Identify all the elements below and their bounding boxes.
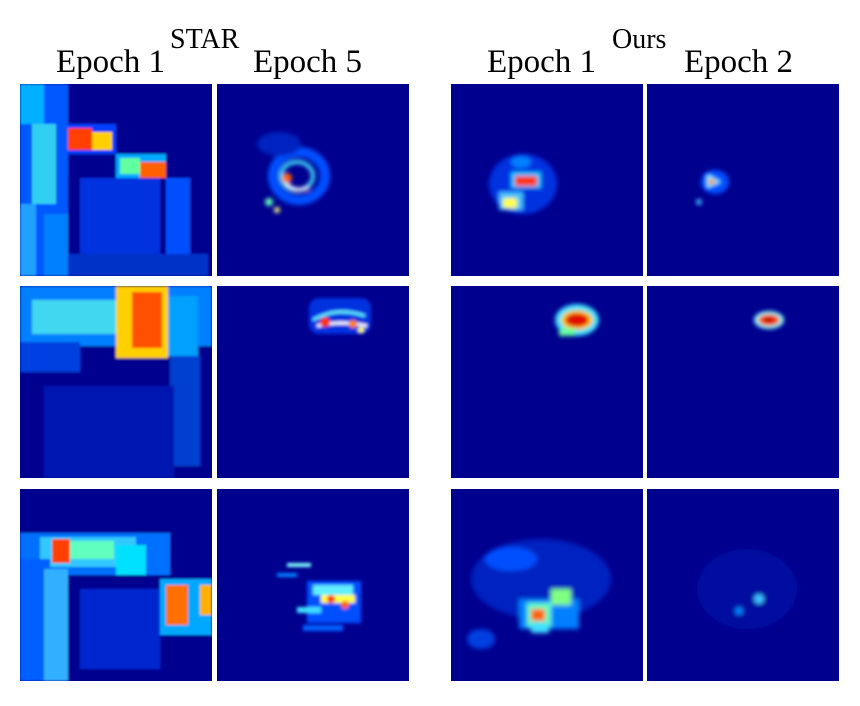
heatmap-ours-epoch-2-row-2 <box>647 286 839 478</box>
heatmap-star-epoch-5-row-2 <box>217 286 409 478</box>
heatmap-svg <box>20 489 212 681</box>
group-label-star: STAR <box>170 24 240 55</box>
heatmap-star-epoch-5-row-3 <box>217 489 409 681</box>
heatmap-ours-epoch-1-row-3 <box>451 489 643 681</box>
heatmap-star-epoch-1-row-1 <box>20 84 212 276</box>
heatmap-ours-epoch-1-row-2 <box>451 286 643 478</box>
column-label-ours-epoch-1: Epoch 1 <box>487 44 597 80</box>
heatmap-svg <box>217 489 409 681</box>
heatmap-star-epoch-5-row-1 <box>217 84 409 276</box>
heatmap-ours-epoch-2-row-1 <box>647 84 839 276</box>
column-label-ours-epoch-2: Epoch 2 <box>684 44 794 80</box>
heatmap-svg <box>217 84 409 276</box>
heatmap-svg <box>20 84 212 276</box>
column-label-star-epoch-1: Epoch 1 <box>56 44 166 80</box>
heatmap-svg <box>217 286 409 478</box>
heatmap-svg <box>20 286 212 478</box>
heatmap-svg <box>451 286 643 478</box>
column-label-star-epoch-5: Epoch 5 <box>253 44 363 80</box>
heatmap-svg <box>647 84 839 276</box>
heatmap-star-epoch-1-row-2 <box>20 286 212 478</box>
heatmap-svg <box>647 286 839 478</box>
group-label-ours: Ours <box>612 24 667 55</box>
heatmap-ours-epoch-1-row-1 <box>451 84 643 276</box>
heatmap-svg <box>451 489 643 681</box>
heatmap-svg <box>451 84 643 276</box>
heatmap-star-epoch-1-row-3 <box>20 489 212 681</box>
heatmap-svg <box>647 489 839 681</box>
heatmap-ours-epoch-2-row-3 <box>647 489 839 681</box>
